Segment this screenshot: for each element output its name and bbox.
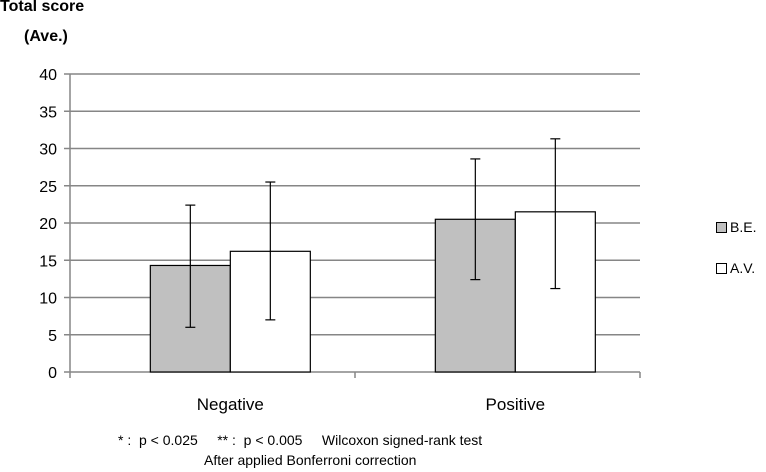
legend-item-be: B.E. [716,219,756,235]
x-tick-label-negative: Negative [197,395,264,414]
y-tick-label-10: 10 [39,291,57,308]
legend-swatch-av [716,263,727,274]
legend-swatch-be [716,222,727,233]
footnote-correction: After applied Bonferroni correction [204,452,416,468]
footnote-significance: * : p < 0.025 ** : p < 0.005 Wilcoxon si… [118,432,482,448]
y-tick-label-40: 40 [39,67,57,84]
y-tick-label-30: 30 [39,142,57,159]
y-tick-label-0: 0 [48,365,57,382]
y-tick-label-20: 20 [39,216,57,233]
legend-label-be: B.E. [730,219,756,235]
x-tick-label-positive: Positive [486,395,546,414]
y-tick-label-35: 35 [39,104,57,121]
y-tick-label-15: 15 [39,253,57,270]
y-tick-label-25: 25 [39,179,57,196]
y-tick-label-5: 5 [48,328,57,345]
legend-item-av: A.V. [716,260,755,276]
legend-label-av: A.V. [730,260,755,276]
